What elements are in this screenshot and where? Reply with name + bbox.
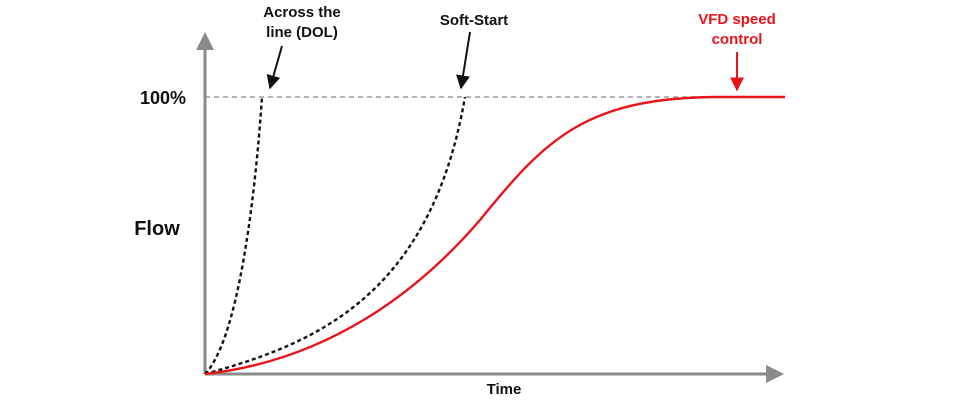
vfd-curve: [204, 95, 785, 376]
soft-start-curve: [204, 96, 467, 376]
vfd-label-line1: VFD speed: [698, 11, 776, 28]
x-axis: [205, 365, 784, 383]
dol-label-line2: line (DOL): [266, 24, 338, 41]
vfd-label-line2: control: [712, 31, 763, 48]
y-axis-arrowhead: [196, 32, 214, 50]
x-axis-label: Time: [487, 381, 522, 398]
x-axis-arrowhead: [766, 365, 784, 383]
soft-start-annotation-arrow: [456, 31, 471, 90]
dol-annotation-arrow: [266, 45, 283, 90]
full-level-label: 100%: [140, 88, 186, 108]
y-axis: [196, 32, 214, 374]
dol-label-line1: Across the: [263, 4, 341, 21]
y-axis-label: Flow: [134, 218, 180, 240]
soft-start-label: Soft-Start: [440, 12, 508, 29]
dol-curve: [204, 96, 264, 375]
